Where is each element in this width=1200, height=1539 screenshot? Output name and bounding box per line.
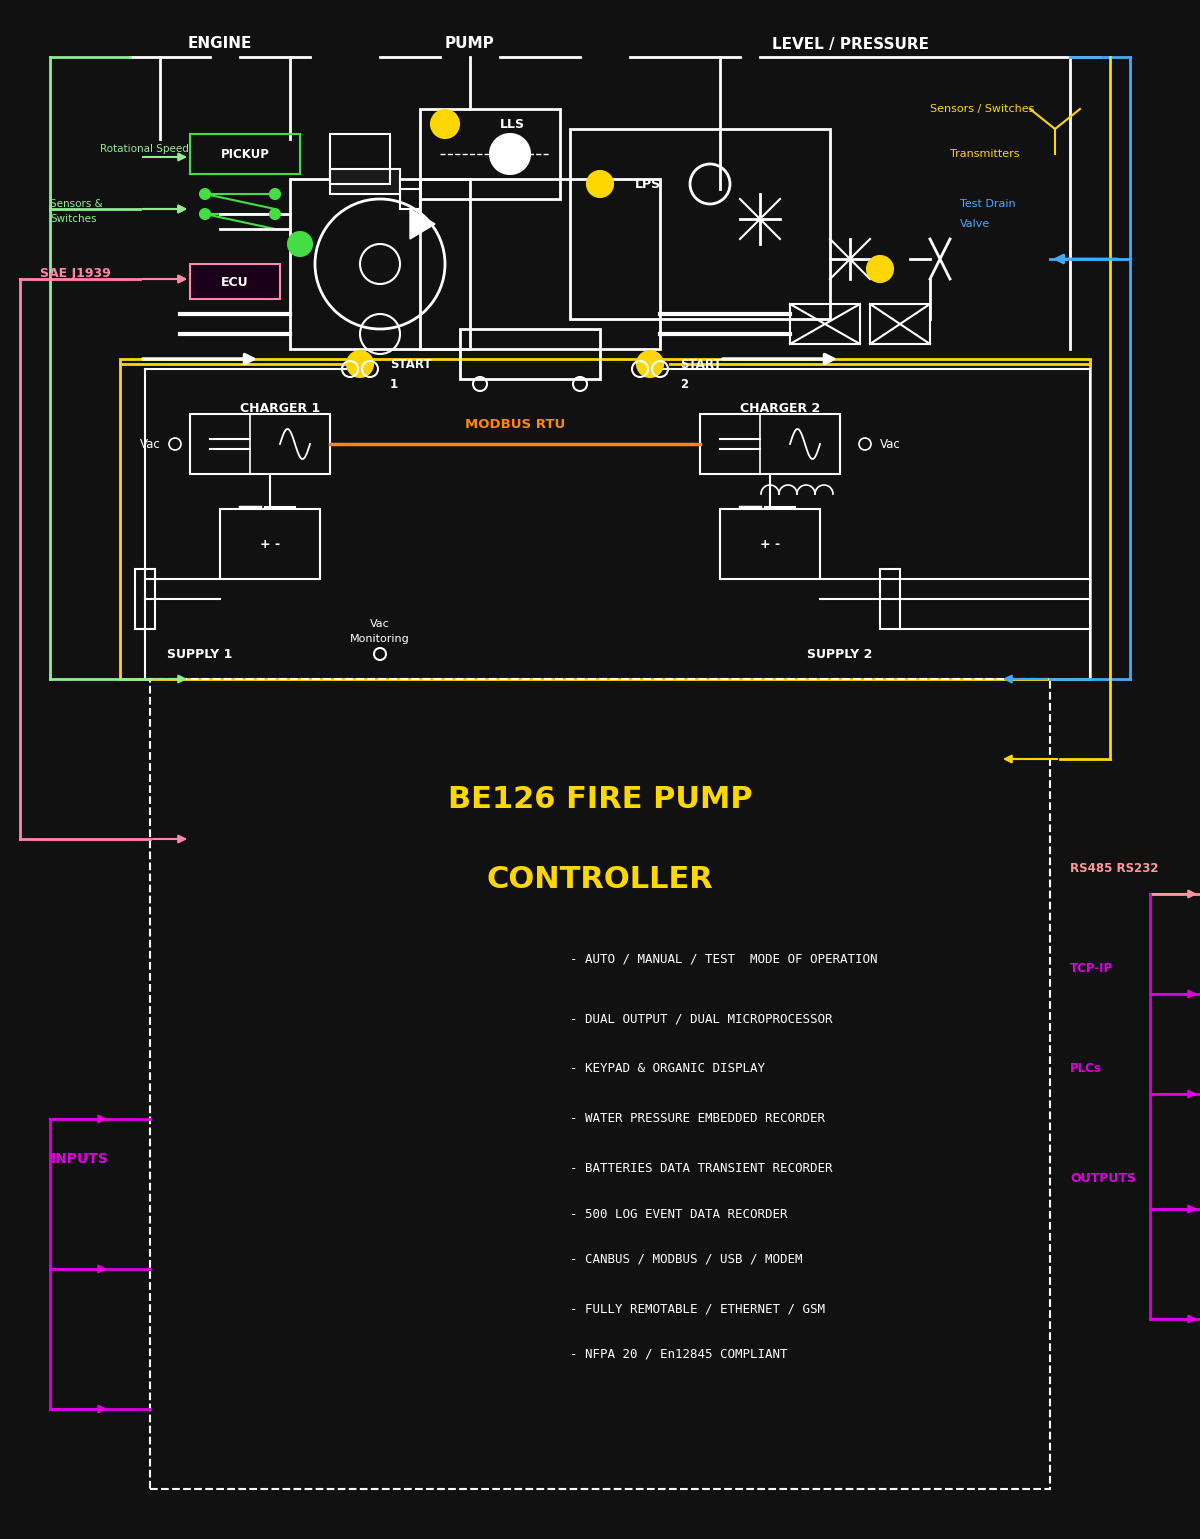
Text: PLCs: PLCs — [1070, 1062, 1102, 1076]
Text: - KEYPAD & ORGANIC DISPLAY: - KEYPAD & ORGANIC DISPLAY — [570, 1062, 766, 1076]
Circle shape — [288, 232, 312, 255]
Text: LPS: LPS — [635, 177, 661, 191]
Text: + -: + - — [760, 537, 780, 551]
Bar — [790, 305, 860, 345]
Text: INPUTS: INPUTS — [52, 1153, 109, 1167]
Text: START: START — [680, 357, 721, 371]
Bar — [570, 129, 830, 319]
Circle shape — [490, 134, 530, 174]
Text: PICKUP: PICKUP — [221, 148, 270, 160]
Text: SAE J1939: SAE J1939 — [40, 268, 110, 280]
Text: Vac: Vac — [139, 437, 161, 451]
Bar — [330, 169, 400, 194]
Bar — [330, 134, 390, 185]
Text: CHARGER 2: CHARGER 2 — [740, 403, 820, 416]
Bar — [420, 179, 660, 349]
Text: - CANBUS / MODBUS / USB / MODEM: - CANBUS / MODBUS / USB / MODEM — [570, 1253, 803, 1265]
Bar — [190, 414, 330, 474]
Circle shape — [347, 351, 373, 377]
Text: Sensors &: Sensors & — [50, 199, 103, 209]
Text: - FULLY REMOTABLE / ETHERNET / GSM: - FULLY REMOTABLE / ETHERNET / GSM — [570, 1302, 826, 1316]
Bar — [220, 509, 320, 579]
Polygon shape — [410, 209, 436, 239]
Text: Switches: Switches — [50, 214, 96, 225]
Text: PUMP: PUMP — [445, 37, 494, 51]
Text: SUPPLY 1: SUPPLY 1 — [167, 648, 233, 660]
Text: Transmitters: Transmitters — [950, 149, 1020, 159]
Text: - BATTERIES DATA TRANSIENT RECORDER: - BATTERIES DATA TRANSIENT RECORDER — [570, 1162, 833, 1176]
Bar — [880, 569, 900, 629]
Bar — [700, 414, 840, 474]
Text: Test Drain: Test Drain — [960, 199, 1015, 209]
Circle shape — [270, 209, 280, 219]
Text: Vac: Vac — [880, 437, 900, 451]
Bar — [190, 265, 280, 299]
Circle shape — [637, 351, 662, 377]
Text: 2: 2 — [680, 377, 688, 391]
Text: CONTROLLER: CONTROLLER — [487, 865, 713, 894]
Text: RS485 RS232: RS485 RS232 — [1070, 862, 1158, 876]
Circle shape — [200, 189, 210, 199]
Bar — [400, 189, 420, 209]
Text: LLS: LLS — [500, 117, 526, 131]
Text: - DUAL OUTPUT / DUAL MICROPROCESSOR: - DUAL OUTPUT / DUAL MICROPROCESSOR — [570, 1013, 833, 1025]
Bar — [290, 179, 470, 349]
Bar — [460, 329, 600, 379]
Text: LEVEL / PRESSURE: LEVEL / PRESSURE — [772, 37, 929, 51]
Circle shape — [431, 109, 458, 139]
Circle shape — [587, 171, 613, 197]
Text: - NFPA 20 / En12845 COMPLIANT: - NFPA 20 / En12845 COMPLIANT — [570, 1348, 787, 1360]
Text: ECU: ECU — [221, 275, 248, 288]
Text: - 500 LOG EVENT DATA RECORDER: - 500 LOG EVENT DATA RECORDER — [570, 1208, 787, 1220]
Text: CHARGER 1: CHARGER 1 — [240, 403, 320, 416]
Bar — [150, 679, 1050, 1490]
Bar — [190, 134, 300, 174]
Text: 1: 1 — [390, 377, 398, 391]
Bar — [870, 305, 930, 345]
Text: OUTPUTS: OUTPUTS — [1070, 1173, 1136, 1185]
Circle shape — [866, 255, 893, 282]
Text: Valve: Valve — [960, 219, 990, 229]
Bar — [134, 569, 155, 629]
Circle shape — [200, 209, 210, 219]
Text: TCP-IP: TCP-IP — [1070, 962, 1114, 976]
Circle shape — [270, 189, 280, 199]
Text: Sensors / Switches: Sensors / Switches — [930, 105, 1034, 114]
Text: MODBUS RTU: MODBUS RTU — [464, 417, 565, 431]
Text: - AUTO / MANUAL / TEST  MODE OF OPERATION: - AUTO / MANUAL / TEST MODE OF OPERATION — [570, 953, 877, 965]
Text: + -: + - — [260, 537, 280, 551]
Bar — [420, 109, 560, 199]
Text: - WATER PRESSURE EMBEDDED RECORDER: - WATER PRESSURE EMBEDDED RECORDER — [570, 1113, 826, 1125]
Text: BE126 FIRE PUMP: BE126 FIRE PUMP — [448, 785, 752, 814]
Text: Monitoring: Monitoring — [350, 634, 410, 643]
Text: START: START — [390, 357, 432, 371]
Bar — [120, 359, 1090, 679]
Text: ENGINE: ENGINE — [188, 37, 252, 51]
Text: SUPPLY 2: SUPPLY 2 — [808, 648, 872, 660]
Text: Vac: Vac — [370, 619, 390, 629]
Bar — [720, 509, 820, 579]
Text: Rotational Speed: Rotational Speed — [100, 145, 188, 154]
